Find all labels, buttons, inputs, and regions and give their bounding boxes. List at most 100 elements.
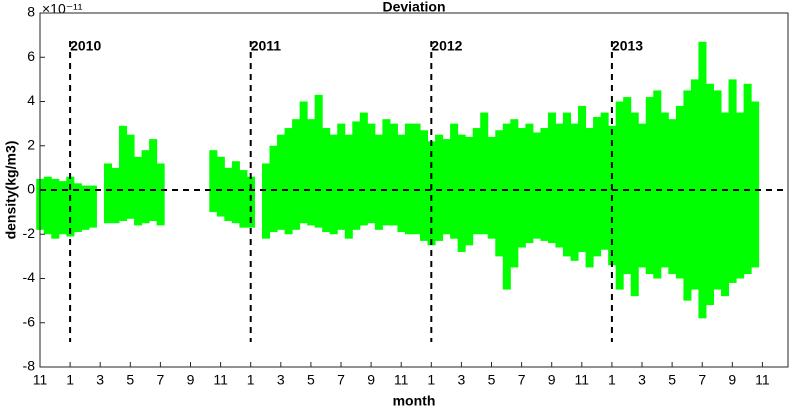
range-bar [111, 167, 120, 224]
range-bar [555, 123, 564, 248]
range-bar [472, 128, 481, 235]
range-bar [743, 83, 752, 275]
range-bar [736, 112, 745, 279]
range-bar [600, 112, 609, 250]
range-bar [337, 123, 346, 230]
range-bar [51, 178, 60, 239]
range-bar [487, 136, 496, 239]
x-tick-label: 5 [307, 372, 315, 388]
range-bar [216, 156, 225, 217]
x-tick-label: 11 [394, 372, 409, 388]
range-bar [517, 128, 526, 248]
range-bar [43, 176, 52, 235]
chart-title: Deviation [382, 0, 445, 15]
range-bar [404, 123, 413, 235]
x-tick-label: 7 [337, 372, 345, 388]
range-bar [209, 150, 218, 213]
x-tick-label: 9 [728, 372, 736, 388]
range-bar [126, 134, 135, 219]
x-tick-label: 5 [126, 372, 134, 388]
range-bar [344, 134, 353, 239]
x-tick-label: 1 [66, 372, 74, 388]
y-tick-label: -4 [23, 269, 36, 285]
range-bar [322, 128, 331, 233]
x-tick-label: 11 [575, 372, 590, 388]
range-bar [73, 183, 82, 233]
year-label: 2013 [612, 38, 643, 54]
x-tick-label: 5 [668, 372, 676, 388]
range-bar [728, 79, 737, 283]
range-bar [690, 79, 699, 290]
y-tick-label: 0 [27, 181, 35, 197]
range-bar [412, 123, 421, 235]
range-bar [307, 119, 316, 226]
range-bar [502, 123, 511, 290]
range-bar [645, 97, 654, 275]
range-bar [570, 123, 579, 261]
range-bar [442, 139, 451, 235]
y-tick-label: 8 [27, 4, 35, 20]
range-bar [532, 132, 541, 239]
range-bar [435, 134, 444, 241]
x-tick-label: 7 [698, 372, 706, 388]
x-tick-label: 9 [187, 372, 195, 388]
x-tick-label: 7 [518, 372, 526, 388]
range-bar [495, 130, 504, 257]
range-bar [141, 150, 150, 224]
range-bar [675, 105, 684, 279]
y-tick-label: 2 [27, 136, 35, 152]
range-bar [119, 125, 128, 221]
x-tick-label: 3 [458, 372, 466, 388]
range-bar [630, 112, 639, 297]
range-bar [134, 156, 143, 226]
range-bar [683, 90, 692, 301]
year-label: 2010 [70, 38, 101, 54]
range-bar [450, 123, 459, 239]
x-tick-label: 11 [213, 372, 228, 388]
range-bar [751, 101, 760, 268]
range-bar [367, 123, 376, 224]
range-bar [585, 128, 594, 268]
x-axis-label: month [393, 393, 436, 409]
x-tick-label: 3 [96, 372, 104, 388]
y-axis-label: density(kg/m3) [3, 141, 19, 240]
range-bar [510, 119, 519, 268]
range-bar [638, 123, 647, 268]
range-bar [329, 134, 338, 235]
y-multiplier: ×10⁻¹¹ [42, 1, 83, 17]
range-bar [713, 90, 722, 290]
range-bar [578, 105, 587, 252]
range-bar [540, 128, 549, 241]
range-bar [149, 139, 158, 221]
range-bar [668, 119, 677, 275]
x-tick-label: 11 [755, 372, 770, 388]
range-bar [261, 163, 271, 239]
range-bar [277, 134, 286, 230]
range-bar [374, 134, 383, 230]
range-bar [359, 112, 368, 226]
range-bar [480, 112, 489, 235]
range-bar [299, 101, 308, 224]
range-bar [389, 123, 398, 226]
range-bar [103, 163, 112, 224]
range-bar [397, 134, 406, 233]
x-tick-label: 11 [33, 372, 48, 388]
x-tick-label: 3 [277, 372, 285, 388]
x-tick-label: 3 [638, 372, 646, 388]
x-tick-label: 1 [608, 372, 616, 388]
range-bar [593, 116, 602, 257]
range-bar [698, 41, 707, 319]
y-tick-label: -2 [23, 225, 36, 241]
range-bar [562, 112, 572, 257]
range-bar [352, 121, 361, 230]
x-tick-label: 9 [548, 372, 556, 388]
x-tick-label: 9 [367, 372, 375, 388]
range-bar [231, 161, 240, 224]
range-bar [721, 112, 730, 297]
range-bar [284, 128, 293, 235]
y-tick-label: -6 [23, 313, 36, 329]
range-bar [427, 141, 436, 246]
range-bar [292, 119, 301, 230]
year-label: 2012 [431, 38, 462, 54]
